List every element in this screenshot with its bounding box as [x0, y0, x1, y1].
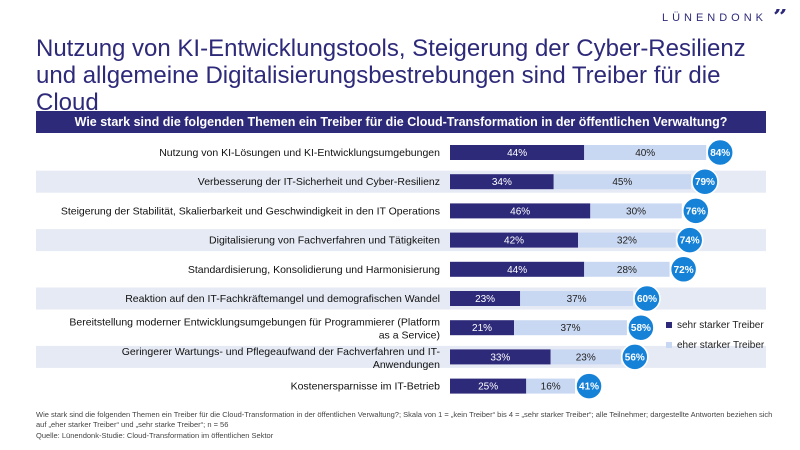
- value-label: 25%: [478, 382, 498, 393]
- total-label: 84%: [710, 148, 730, 159]
- category-label: Steigerung der Stabilität, Skalierbarkei…: [61, 205, 440, 217]
- value-label: 34%: [492, 177, 512, 188]
- bar-sehr-starker-treiber: [450, 174, 554, 190]
- bar-sehr-starker-treiber: [450, 320, 515, 336]
- bar-eher-starker-treiber: [520, 291, 633, 306]
- category-label: as a Service): [379, 330, 440, 342]
- category-label: Geringerer Wartungs- und Pflegeaufwand d…: [122, 346, 441, 358]
- bar-eher-starker-treiber: [584, 261, 670, 277]
- bar-sehr-starker-treiber: [450, 378, 527, 394]
- bar-eher-starker-treiber: [590, 203, 682, 219]
- total-label: 79%: [695, 177, 715, 188]
- value-label: 37%: [567, 294, 587, 305]
- chart-legend: sehr starker Treiber eher starker Treibe…: [666, 318, 764, 358]
- value-label: 40%: [635, 148, 655, 159]
- bar-eher-starker-treiber: [584, 145, 707, 160]
- value-label: 45%: [612, 177, 632, 188]
- total-circle: [669, 255, 698, 284]
- total-label: 41%: [579, 382, 599, 393]
- chart-question-banner: Wie stark sind die folgenden Themen ein …: [36, 111, 766, 133]
- bar-sehr-starker-treiber: [450, 145, 585, 160]
- category-label: Nutzung von KI-Lösungen und KI-Entwicklu…: [159, 147, 440, 159]
- bar-sehr-starker-treiber: [450, 261, 585, 277]
- legend-swatch-dark: [666, 322, 672, 328]
- bar-sehr-starker-treiber: [450, 349, 551, 365]
- source-note: Quelle: Lünendonk-Studie: Cloud-Transfor…: [36, 431, 274, 440]
- category-label: Kostenersparnisse im IT-Betrieb: [291, 381, 441, 393]
- value-label: 23%: [576, 352, 596, 363]
- value-label: 33%: [490, 352, 510, 363]
- legend-item-sehr-stark: sehr starker Treiber: [666, 318, 764, 332]
- category-label: Bereitstellung moderner Entwicklungsumge…: [69, 317, 440, 329]
- total-circle: [691, 167, 719, 196]
- total-circle: [682, 197, 710, 225]
- total-circle: [675, 226, 704, 254]
- total-label: 60%: [637, 294, 657, 305]
- footnote: Wie stark sind die folgenden Themen ein …: [36, 410, 773, 429]
- brand-logo: LÜNENDONK ”: [662, 9, 788, 27]
- category-label: Digitalisierung von Fachverfahren und Tä…: [209, 235, 440, 247]
- legend-label: eher starker Treiber: [677, 339, 765, 351]
- legend-label: sehr starker Treiber: [677, 319, 764, 331]
- category-label: Anwendungen: [373, 359, 440, 371]
- value-label: 42%: [504, 236, 524, 247]
- total-label: 58%: [631, 323, 651, 334]
- legend-swatch-light: [666, 342, 672, 348]
- value-label: 32%: [617, 236, 637, 247]
- bar-eher-starker-treiber: [553, 174, 691, 190]
- bar-sehr-starker-treiber: [450, 203, 591, 219]
- value-label: 23%: [475, 294, 495, 305]
- total-label: 76%: [686, 206, 706, 217]
- bar-eher-starker-treiber: [514, 320, 627, 336]
- bar-eher-starker-treiber: [526, 378, 576, 394]
- value-label: 46%: [510, 206, 530, 217]
- value-label: 16%: [541, 382, 561, 393]
- value-label: 44%: [507, 265, 527, 276]
- total-circle: [706, 138, 734, 167]
- legend-item-eher-stark: eher starker Treiber: [666, 338, 764, 352]
- category-label: Reaktion auf den IT-Fachkräftemangel und…: [125, 293, 440, 305]
- category-label: Standardisierung, Konsolidierung und Har…: [188, 264, 440, 276]
- total-label: 56%: [625, 352, 645, 363]
- total-label: 72%: [674, 265, 694, 276]
- value-label: 30%: [626, 206, 646, 217]
- chart-title: Wie stark sind die folgenden Themen ein …: [74, 115, 728, 129]
- value-label: 28%: [617, 265, 637, 276]
- total-circle: [575, 372, 603, 400]
- value-label: 44%: [507, 148, 527, 159]
- value-label: 21%: [472, 323, 492, 334]
- logo-quote-icon: ”: [773, 9, 788, 27]
- total-circle: [621, 343, 649, 371]
- category-label: Verbesserung der IT-Sicherheit und Cyber…: [198, 176, 440, 188]
- logo-text: LÜNENDONK: [661, 12, 768, 24]
- bar-sehr-starker-treiber: [450, 291, 521, 306]
- bar-sehr-starker-treiber: [450, 232, 579, 248]
- total-circle: [633, 284, 661, 313]
- total-label: 74%: [680, 236, 700, 247]
- value-label: 37%: [560, 323, 580, 334]
- bar-eher-starker-treiber: [578, 232, 676, 248]
- bar-eher-starker-treiber: [550, 349, 621, 365]
- total-circle: [627, 313, 655, 342]
